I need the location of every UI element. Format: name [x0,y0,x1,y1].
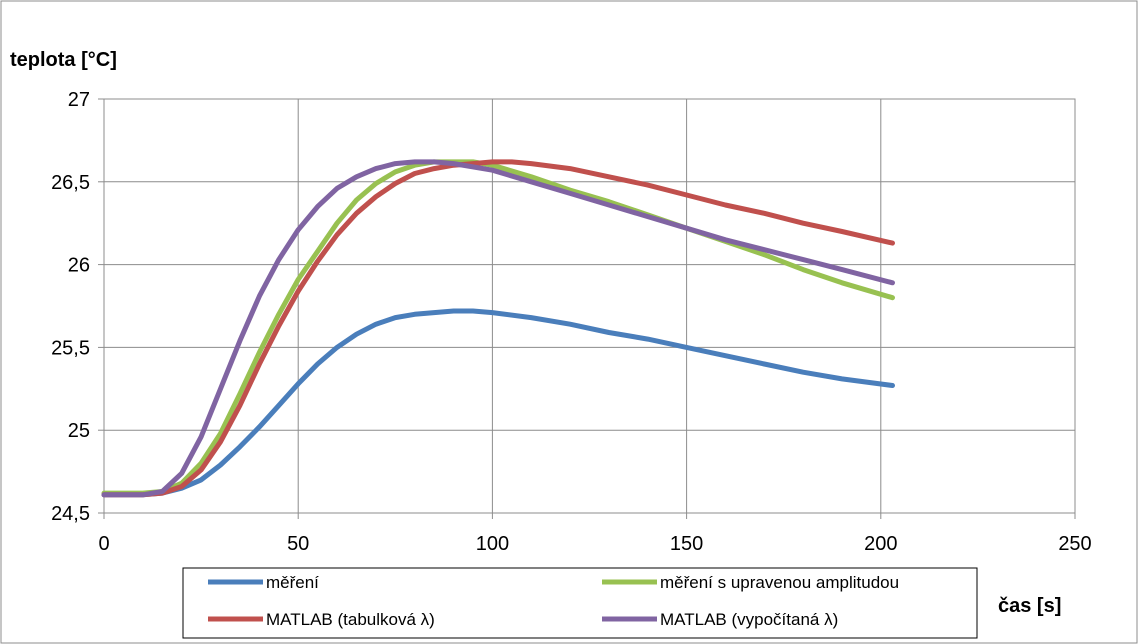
x-tick-label: 150 [670,533,703,555]
series-line-1 [101,308,895,498]
x-tick-label: 200 [864,533,897,555]
y-tick-label: 24,5 [51,503,90,525]
x-tick-label: 50 [287,533,309,555]
y-tick-label: 27 [68,89,90,111]
y-tick-label: 26,5 [51,172,90,194]
y-tick-label: 25 [68,420,90,442]
legend-label-2: měření s upravenou amplitudou [660,573,899,592]
legend: měření měření s upravenou amplitudou MATLA… [208,573,899,629]
y-tick-label: 26 [68,255,90,277]
legend-label-3: MATLAB (tabulková λ) [266,610,435,629]
series-lines [101,159,895,498]
x-tick-label: 0 [98,533,109,555]
series-line-3 [101,159,895,498]
x-axis-title: čas [s] [998,595,1061,617]
plot-area-border [103,98,1076,514]
series-line-4 [101,159,895,498]
x-tick-label: 100 [476,533,509,555]
y-tick-label: 25,5 [51,337,90,359]
legend-label-4: MATLAB (vypočítaná λ) [660,610,838,629]
y-axis-title: teplota [°C] [10,49,117,71]
legend-box [182,567,978,639]
legend-label-1: měření [266,573,319,592]
y-axis-ticks: 24,5 25 25,5 26 26,5 27 [51,89,104,525]
x-tick-label: 250 [1058,533,1091,555]
x-axis-ticks: 0 50 100 150 200 250 [98,513,1092,555]
